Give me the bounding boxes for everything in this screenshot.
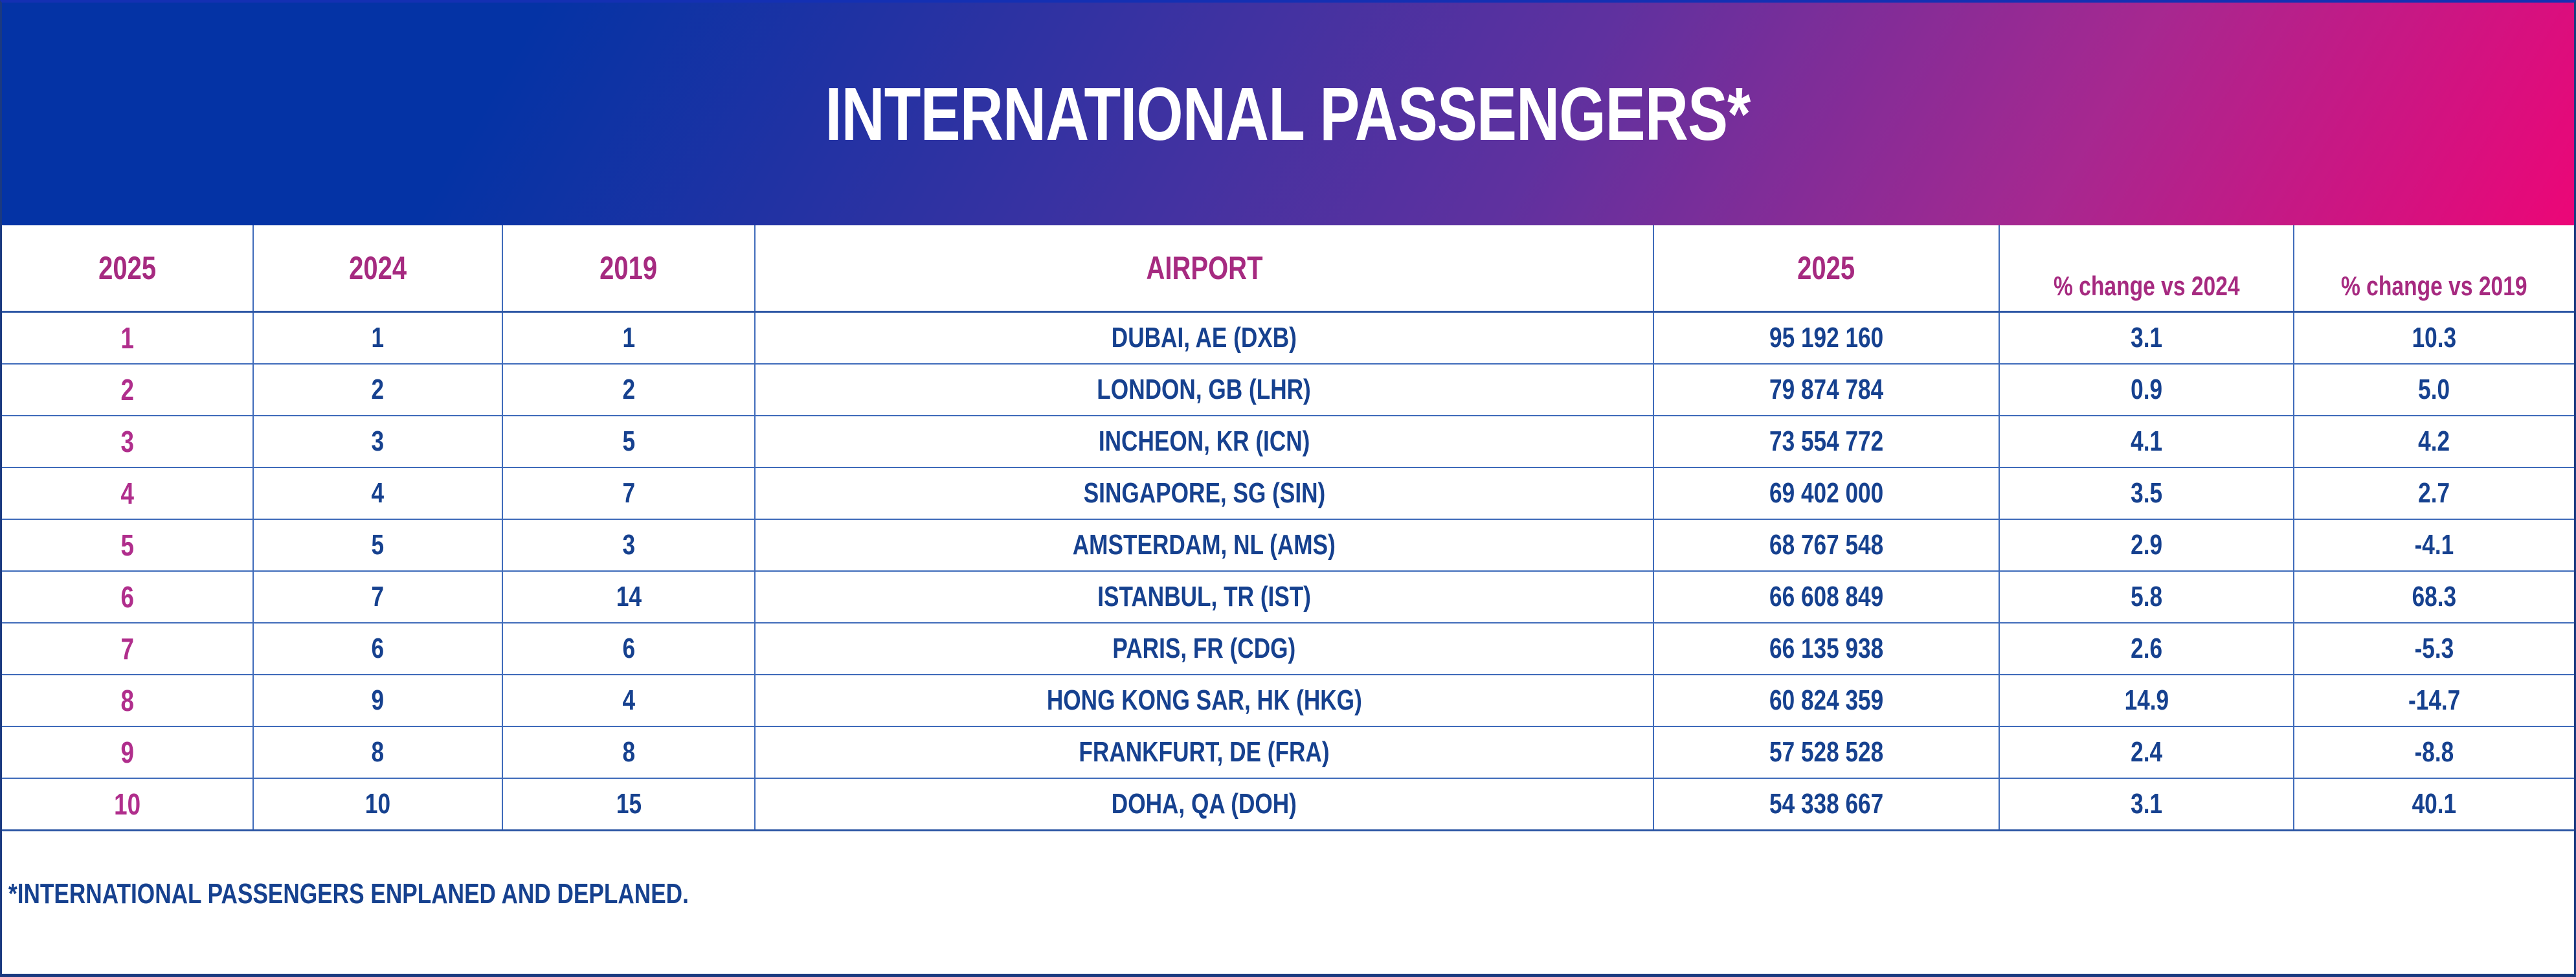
footnote: *INTERNATIONAL PASSENGERS ENPLANED AND D… <box>2 831 2574 910</box>
pct-change-2019-cell: -8.8 <box>2293 726 2574 779</box>
airport-ranking-table: 2025 2024 2019 AIRPORT 2025 % change vs … <box>2 225 2574 831</box>
page-title: INTERNATIONAL PASSENGERS* <box>710 71 1866 157</box>
pct-change-2019-cell: 4.2 <box>2293 415 2574 468</box>
table-row: 5 5 3 AMSTERDAM, NL (AMS) 68 767 548 2.9… <box>2 519 2574 572</box>
rank-2024-cell: 5 <box>252 519 503 572</box>
rank-2024-cell: 10 <box>252 778 503 831</box>
rank-2019-cell: 15 <box>502 778 756 831</box>
pct-change-2019-cell: -14.7 <box>2293 674 2574 727</box>
rank-2024-cell: 8 <box>252 726 503 779</box>
airport-cell: LONDON, GB (LHR) <box>754 363 1654 416</box>
table-row: 10 10 15 DOHA, QA (DOH) 54 338 667 3.1 4… <box>2 778 2574 831</box>
pct-change-2019-cell: 68.3 <box>2293 570 2574 623</box>
column-header-airport: AIRPORT <box>754 225 1654 313</box>
rank-2019-cell: 7 <box>502 467 756 520</box>
pct-change-2024-cell: 2.4 <box>1999 726 2294 779</box>
passengers-cell: 60 824 359 <box>1653 674 2000 727</box>
pct-change-2024-cell: 5.8 <box>1999 570 2294 623</box>
pct-change-2024-cell: 2.6 <box>1999 622 2294 675</box>
page-title-text: INTERNATIONAL PASSENGERS* <box>825 72 1751 156</box>
rank-2019-cell: 2 <box>502 363 756 416</box>
column-header-pct-change-2019: % change vs 2019 <box>2293 225 2574 313</box>
airport-cell: FRANKFURT, DE (FRA) <box>754 726 1654 779</box>
table-row: 4 4 7 SINGAPORE, SG (SIN) 69 402 000 3.5… <box>2 467 2574 520</box>
passengers-cell: 57 528 528 <box>1653 726 2000 779</box>
airport-cell: INCHEON, KR (ICN) <box>754 415 1654 468</box>
airport-cell: DUBAI, AE (DXB) <box>754 311 1654 365</box>
pct-change-2024-cell: 0.9 <box>1999 363 2294 416</box>
pct-change-2019-cell: 5.0 <box>2293 363 2574 416</box>
passengers-cell: 95 192 160 <box>1653 311 2000 365</box>
column-header-rank-2024: 2024 <box>252 225 503 313</box>
pct-change-2024-cell: 14.9 <box>1999 674 2294 727</box>
pct-change-2024-cell: 3.1 <box>1999 311 2294 365</box>
table-row: 7 6 6 PARIS, FR (CDG) 66 135 938 2.6 -5.… <box>2 622 2574 675</box>
title-banner: INTERNATIONAL PASSENGERS* <box>2 3 2574 225</box>
table-row: 6 7 14 ISTANBUL, TR (IST) 66 608 849 5.8… <box>2 570 2574 623</box>
rank-2019-cell: 1 <box>502 311 756 365</box>
airport-cell: ISTANBUL, TR (IST) <box>754 570 1654 623</box>
rank-2025-cell: 3 <box>2 415 254 468</box>
passengers-cell: 66 135 938 <box>1653 622 2000 675</box>
rank-2024-cell: 6 <box>252 622 503 675</box>
rank-2019-cell: 6 <box>502 622 756 675</box>
airport-cell: PARIS, FR (CDG) <box>754 622 1654 675</box>
passengers-cell: 66 608 849 <box>1653 570 2000 623</box>
pct-change-2024-cell: 3.1 <box>1999 778 2294 831</box>
rank-2019-cell: 3 <box>502 519 756 572</box>
rank-2019-cell: 4 <box>502 674 756 727</box>
pct-change-2019-cell: -4.1 <box>2293 519 2574 572</box>
rank-2019-cell: 8 <box>502 726 756 779</box>
passengers-cell: 54 338 667 <box>1653 778 2000 831</box>
rank-2025-cell: 9 <box>2 726 254 779</box>
airport-cell: HONG KONG SAR, HK (HKG) <box>754 674 1654 727</box>
airport-cell: DOHA, QA (DOH) <box>754 778 1654 831</box>
passengers-cell: 68 767 548 <box>1653 519 2000 572</box>
pct-change-2024-cell: 4.1 <box>1999 415 2294 468</box>
rank-2025-cell: 5 <box>2 519 254 572</box>
rank-2025-cell: 10 <box>2 778 254 831</box>
header-row: 2025 2024 2019 AIRPORT 2025 % change vs … <box>2 225 2574 313</box>
passengers-cell: 69 402 000 <box>1653 467 2000 520</box>
table-row: 8 9 4 HONG KONG SAR, HK (HKG) 60 824 359… <box>2 674 2574 727</box>
pct-change-2019-cell: 40.1 <box>2293 778 2574 831</box>
pct-change-2024-cell: 2.9 <box>1999 519 2294 572</box>
rank-2024-cell: 3 <box>252 415 503 468</box>
rank-2025-cell: 7 <box>2 622 254 675</box>
column-header-rank-2025: 2025 <box>2 225 254 313</box>
rank-2019-cell: 5 <box>502 415 756 468</box>
rank-2025-cell: 1 <box>2 311 254 365</box>
pct-change-2019-cell: 2.7 <box>2293 467 2574 520</box>
column-header-pct-change-2024: % change vs 2024 <box>1999 225 2294 313</box>
rank-2025-cell: 4 <box>2 467 254 520</box>
pct-change-2019-cell: -5.3 <box>2293 622 2574 675</box>
table-row: 2 2 2 LONDON, GB (LHR) 79 874 784 0.9 5.… <box>2 363 2574 416</box>
rank-2019-cell: 14 <box>502 570 756 623</box>
passengers-cell: 79 874 784 <box>1653 363 2000 416</box>
rank-2024-cell: 4 <box>252 467 503 520</box>
table-row: 9 8 8 FRANKFURT, DE (FRA) 57 528 528 2.4… <box>2 726 2574 779</box>
rank-2024-cell: 9 <box>252 674 503 727</box>
rank-2025-cell: 2 <box>2 363 254 416</box>
rank-2025-cell: 8 <box>2 674 254 727</box>
pct-change-2024-cell: 3.5 <box>1999 467 2294 520</box>
passengers-cell: 73 554 772 <box>1653 415 2000 468</box>
rank-2024-cell: 2 <box>252 363 503 416</box>
footnote-text: *INTERNATIONAL PASSENGERS ENPLANED AND D… <box>8 878 689 910</box>
rank-2025-cell: 6 <box>2 570 254 623</box>
table-row: 3 3 5 INCHEON, KR (ICN) 73 554 772 4.1 4… <box>2 415 2574 468</box>
pct-change-2019-cell: 10.3 <box>2293 311 2574 365</box>
column-header-passengers-2025: 2025 <box>1653 225 2000 313</box>
rank-2024-cell: 1 <box>252 311 503 365</box>
airport-cell: AMSTERDAM, NL (AMS) <box>754 519 1654 572</box>
airport-cell: SINGAPORE, SG (SIN) <box>754 467 1654 520</box>
rank-2024-cell: 7 <box>252 570 503 623</box>
table-row: 1 1 1 DUBAI, AE (DXB) 95 192 160 3.1 10.… <box>2 311 2574 365</box>
column-header-rank-2019: 2019 <box>502 225 756 313</box>
